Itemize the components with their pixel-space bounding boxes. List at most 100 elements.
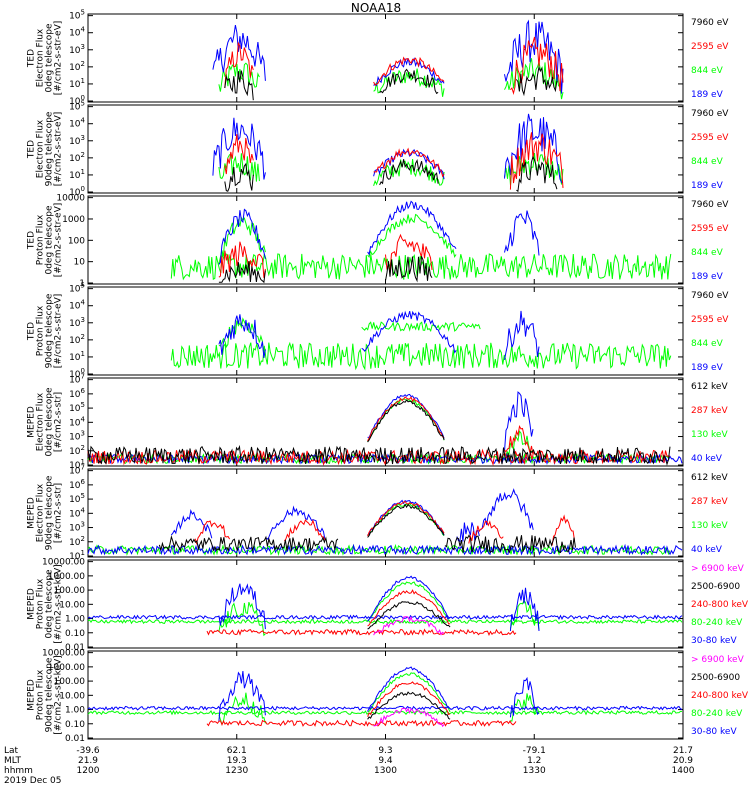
series-trace-black bbox=[367, 601, 451, 630]
legend-entry: 844 eV bbox=[691, 248, 724, 258]
series-trace-black bbox=[158, 503, 576, 554]
y-tick-label: 1 bbox=[79, 279, 85, 289]
y-axis-label-line: Proton Flux bbox=[36, 669, 46, 720]
series-line-black bbox=[367, 691, 451, 720]
series-trace-black bbox=[224, 65, 558, 101]
y-axis-label-line: [#/cm2-s-str-eV] bbox=[54, 21, 64, 96]
series-trace-red bbox=[224, 132, 564, 190]
figure-title: NOAA18 bbox=[351, 1, 401, 15]
legend-entry: 130 keV bbox=[691, 521, 728, 531]
legend-entry: 2595 eV bbox=[691, 133, 729, 143]
legend-entry: 40 keV bbox=[691, 545, 723, 555]
legend-entry: 287 keV bbox=[691, 497, 728, 507]
series-trace-blue bbox=[87, 666, 683, 722]
series-line-red bbox=[218, 233, 433, 278]
y-tick-label: 10000 bbox=[56, 194, 85, 204]
footer-row-label: Lat bbox=[4, 746, 19, 756]
series-trace-black bbox=[87, 399, 671, 466]
footer-value-lat: 9.3 bbox=[378, 746, 392, 756]
legend-entry: 2500-6900 bbox=[691, 582, 740, 592]
legend-entry: 7960 eV bbox=[691, 18, 729, 28]
legend-entry: 80-240 keV bbox=[691, 709, 743, 719]
legend-entry: 189 eV bbox=[691, 181, 724, 191]
legend-entry: 7960 eV bbox=[691, 291, 729, 301]
series-trace-black bbox=[218, 256, 433, 284]
y-axis-label-line: [#/cm2-s-str-eV] bbox=[54, 203, 64, 278]
y-axis-label-line: TED bbox=[27, 49, 37, 68]
y-tick-label: 104 bbox=[69, 299, 85, 312]
footer-value-mlt: 9.4 bbox=[378, 756, 393, 766]
series-line-blue bbox=[212, 113, 564, 184]
legend-entry: 612 keV bbox=[691, 382, 728, 392]
series-trace-blue bbox=[212, 113, 564, 184]
y-axis-label-line: [#/cm2-s-str] bbox=[54, 483, 64, 543]
panel-frame bbox=[87, 559, 684, 649]
y-axis-label-line: [#/cm2-s-str-eV] bbox=[54, 112, 64, 187]
y-tick-label: 105 bbox=[69, 401, 85, 414]
footer-value-hhmm: 1200 bbox=[77, 766, 100, 776]
y-tick-label: 100 bbox=[68, 236, 85, 246]
legend-entry: 30-80 keV bbox=[691, 636, 737, 646]
y-tick-label: 0.01 bbox=[65, 643, 85, 653]
footer-value-mlt: 1.2 bbox=[527, 756, 541, 766]
series-line-magenta bbox=[373, 707, 445, 728]
legend-entry: 189 eV bbox=[691, 272, 724, 282]
series-line-red bbox=[206, 589, 517, 637]
y-axis-label-line: TED bbox=[27, 140, 37, 159]
y-axis-label-line: 0deg telescope bbox=[45, 23, 55, 93]
series-line-green bbox=[170, 213, 672, 281]
footer-row-label: hhmm bbox=[4, 766, 33, 776]
series-line-green bbox=[87, 672, 682, 726]
legend-entry: 844 eV bbox=[691, 157, 724, 167]
legend-entry: 240-800 keV bbox=[691, 600, 749, 610]
y-tick-label: 10.00 bbox=[59, 600, 85, 610]
y-axis-label-line: 0deg telescope bbox=[45, 387, 55, 457]
y-tick-label: 102 bbox=[69, 333, 85, 346]
series-trace-magenta bbox=[373, 615, 445, 636]
y-tick-label: 10000.00 bbox=[42, 558, 85, 568]
series-trace-green bbox=[170, 213, 672, 281]
series-line-black bbox=[224, 155, 558, 193]
y-tick-label: 104 bbox=[69, 415, 85, 428]
legend-entry: 844 eV bbox=[691, 66, 724, 76]
y-tick-label: 103 bbox=[69, 521, 85, 534]
legend-entry: 2595 eV bbox=[691, 315, 729, 325]
y-axis-label-line: TED bbox=[27, 231, 37, 250]
y-axis-label-line: [#/cm2-s-str-keV] bbox=[54, 655, 64, 734]
y-tick-label: 100.00 bbox=[54, 677, 86, 687]
y-tick-label: 105 bbox=[69, 492, 85, 505]
y-tick-label: 101 bbox=[69, 77, 85, 90]
series-line-red bbox=[224, 132, 564, 190]
legend-entry: 612 keV bbox=[691, 473, 728, 483]
footer-value-hhmm: 1400 bbox=[672, 766, 695, 776]
y-tick-label: 10.00 bbox=[59, 691, 85, 701]
panel-3: 1 10 100 1000 10000 TED Proton Flux 0deg telesc… bbox=[27, 194, 730, 289]
y-axis-label-line: Electron Flux bbox=[36, 483, 46, 542]
y-tick-label: 1000 bbox=[62, 215, 85, 225]
y-tick-label: 0.01 bbox=[65, 734, 85, 744]
panel-frame bbox=[87, 104, 684, 194]
series-trace-black bbox=[367, 691, 451, 720]
series-line-black bbox=[218, 256, 433, 284]
series-trace-red bbox=[224, 36, 564, 95]
legend-entry: 287 keV bbox=[691, 406, 728, 416]
series-trace-green bbox=[170, 317, 672, 371]
legend-entry: 130 keV bbox=[691, 430, 728, 440]
series-trace-magenta bbox=[373, 707, 445, 728]
series-line-blue bbox=[218, 310, 540, 360]
legend-entry: 2595 eV bbox=[691, 224, 729, 234]
panel-frame bbox=[87, 195, 684, 285]
y-tick-label: 101 bbox=[69, 350, 85, 363]
series-line-red bbox=[224, 36, 564, 95]
y-axis-label-line: [#/cm2-s-str-eV] bbox=[54, 294, 64, 369]
y-axis-label-line: TED bbox=[27, 322, 37, 341]
series-line-black bbox=[367, 601, 451, 630]
panel-7: 0.01 0.10 1.00 10.00 100.00 1000.00 10000.00 ME… bbox=[27, 558, 749, 653]
series-trace-blue bbox=[218, 200, 540, 265]
y-axis-label-line: 0deg telescope bbox=[45, 569, 55, 639]
series-line-black bbox=[224, 65, 558, 101]
series-line-blue bbox=[218, 200, 540, 265]
